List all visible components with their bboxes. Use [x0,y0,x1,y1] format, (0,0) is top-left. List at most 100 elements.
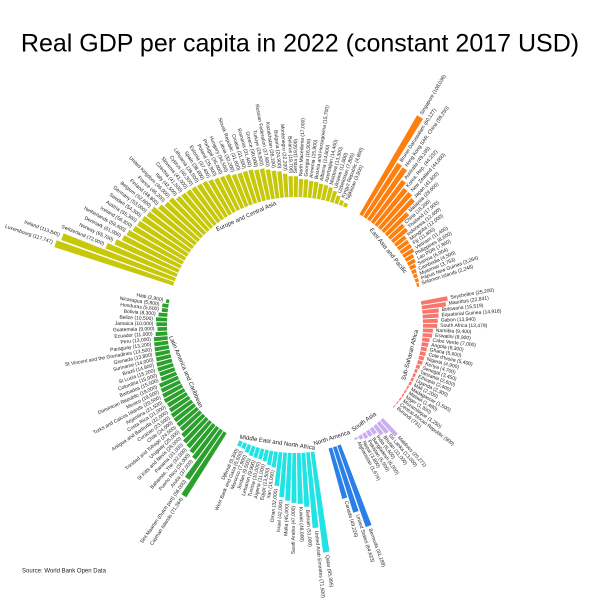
bar [259,168,271,201]
country-name: Croatia [230,133,241,150]
bar [391,227,409,244]
bar [157,362,174,372]
bar-label: Paraguay (13,200) [110,342,152,354]
bar [410,377,415,382]
bar [114,239,180,273]
bar [202,180,228,218]
bar [271,170,280,199]
bar-label: Lebanon (9,900) [241,459,257,496]
country-name: Mali [412,383,423,393]
bar-label: Gabon (13,940) [441,317,477,324]
bar [402,248,415,258]
country-name: Guatemala [113,327,138,334]
bar [354,436,359,441]
bar [242,170,258,204]
bar [158,204,200,242]
bar [164,201,204,239]
bar [298,179,304,198]
bar [176,406,199,427]
value-label: (47,000) [291,506,297,525]
bar-label: Algeria (11,000) [254,463,268,499]
bar [274,451,283,487]
bar [105,242,178,278]
bar [417,360,423,366]
bar-label: Honduras (5,600) [120,303,160,313]
bar-label: North Macedonia (17,000) [299,118,307,177]
country-name: India [374,434,385,446]
country-name: Nigeria [426,357,443,367]
value-label: (22,200) [280,152,287,171]
bar-label: South Africa (13,479) [440,323,487,329]
bar [414,278,420,283]
country-name: Kuwait [297,507,303,523]
country-name: Latvia [217,140,228,155]
country-name: Equatorial Guinea [441,310,482,319]
value-label: (14,918) [483,309,502,316]
bar [393,404,396,408]
bar [367,167,408,222]
bar [237,172,253,206]
bar [342,202,349,208]
value-label: (15,200) [137,368,157,380]
bar-label: United Arab Emirates (71,500) [313,531,326,599]
value-label: (7,000) [460,341,477,349]
bar-label: Seychelles (25,200) [450,288,495,302]
bar [328,447,348,499]
value-label: (9,500) [242,457,253,474]
bar [403,389,407,394]
value-label: (19,700) [287,154,294,173]
country-name: Kazakhstan [264,122,274,149]
bar [321,184,329,201]
bar [158,312,168,317]
country-name: Kenya [424,362,440,372]
bar [408,263,417,271]
bar [121,235,182,269]
country-name: Jordan [237,474,248,491]
bar [421,302,447,310]
bar [306,452,319,529]
bar [334,195,341,205]
bar [401,393,405,398]
bar [61,233,176,282]
value-label: (2,900) [147,295,164,304]
country-name: Oman [270,508,278,522]
value-label: (7,800) [346,152,357,169]
bar [310,451,330,553]
country-name: Nicaragua [119,296,143,305]
country-name: Algeria [254,483,263,500]
bar-label: Cote d'Ivoire (5,400) [428,352,474,368]
bar [254,169,266,202]
country-name: Niger [404,395,418,407]
bar [419,351,426,357]
bar [185,428,223,480]
country-name: Ghana [429,347,445,356]
country-name: Nepal [360,440,372,454]
bar-label: Armenia (15,900) [309,139,319,178]
bar [279,452,287,498]
bar [378,192,413,230]
bar [168,395,191,413]
bar [416,282,420,288]
country-name: Belize [119,315,133,322]
value-label: (5,600) [143,305,160,313]
bar [370,179,406,225]
value-label: (9,000) [139,327,155,333]
bar [420,296,448,305]
value-label: (5,400) [456,359,473,368]
country-name: St Lucia [118,374,137,385]
value-label: (71,500) [317,579,325,598]
bar [296,452,303,504]
bar [408,381,413,386]
value-label: (17,000) [300,118,307,137]
country-name: Botswana [441,305,464,313]
bar [154,340,169,347]
value-label: (3,264) [462,255,479,266]
bar [358,434,364,440]
value-label: (13,940) [457,317,476,324]
bar [181,431,227,498]
bar-label: Bolivia (8,300) [123,309,156,317]
bar [338,199,345,206]
bar [398,397,402,401]
bar-label: Botswana (15,519) [441,303,484,313]
